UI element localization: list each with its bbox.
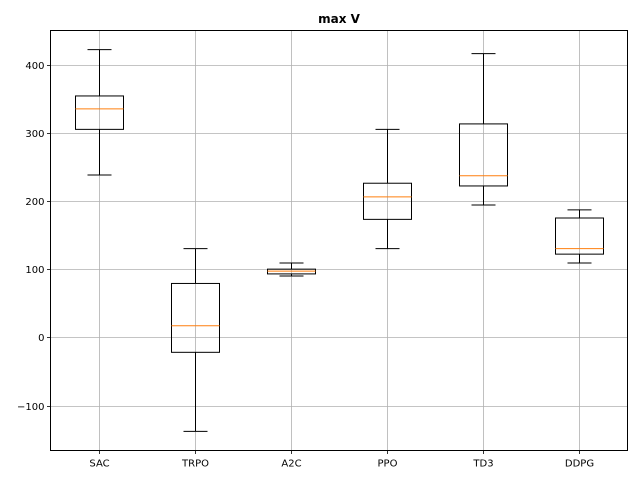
x-tick-label: SAC — [89, 459, 109, 470]
box-iqr — [555, 217, 604, 255]
x-tick-label: PPO — [378, 459, 398, 470]
y-tick-label: −100 — [17, 402, 44, 413]
x-axis: SAC TRPO A2C PPO TD3 DDPG — [89, 450, 594, 470]
box-iqr — [363, 182, 412, 220]
x-tick-label: TRPO — [181, 459, 209, 470]
box-sac — [75, 49, 124, 176]
plot-frame — [50, 30, 628, 451]
box-td3 — [459, 53, 508, 206]
y-tick-label: 400 — [25, 61, 44, 72]
y-tick-label: 200 — [25, 197, 44, 208]
y-tick-label: 100 — [25, 265, 44, 276]
box-ppo — [363, 128, 412, 250]
box-ddpg — [555, 209, 604, 264]
x-tick-label: DDPG — [565, 459, 594, 470]
y-tick-label: 0 — [38, 333, 44, 344]
chart-title: max V — [318, 12, 361, 26]
grid-lines — [50, 30, 628, 451]
box-trpo — [171, 248, 220, 432]
y-axis: −100 0 100 200 300 400 — [17, 61, 51, 413]
box-iqr — [75, 95, 124, 130]
box-iqr — [171, 282, 220, 353]
box-series — [75, 49, 604, 432]
x-tick-label: TD3 — [472, 459, 493, 470]
y-tick-label: 300 — [25, 129, 44, 140]
x-tick-label: A2C — [281, 459, 301, 470]
box-a2c — [267, 262, 316, 277]
box-iqr — [459, 123, 508, 187]
